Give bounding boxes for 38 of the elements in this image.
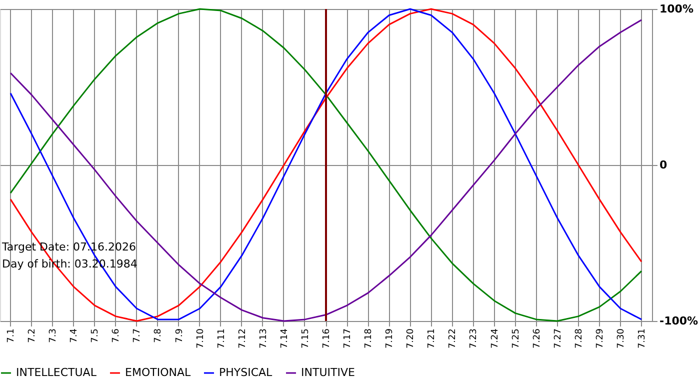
x-tick-label: 7.14 — [280, 328, 290, 349]
x-tick-label: 7.28 — [574, 328, 584, 349]
x-tick-label: 7.16 — [322, 328, 332, 349]
x-tick-label: 7.2 — [28, 328, 38, 343]
x-tick-label: 7.17 — [343, 328, 354, 349]
x-tick-label: 7.21 — [427, 328, 438, 349]
x-tick-label: 7.8 — [154, 328, 164, 343]
legend-label: INTELLECTUAL — [16, 366, 98, 379]
x-tick-label: 7.23 — [469, 328, 480, 349]
x-tick-label: 7.5 — [90, 328, 101, 343]
y-tick-label: 0 — [660, 158, 668, 172]
x-tick-label: 7.15 — [300, 328, 311, 349]
x-tick-label: 7.25 — [511, 328, 522, 349]
x-tick-label: 7.19 — [385, 328, 396, 349]
x-tick-label: 7.30 — [616, 328, 626, 349]
x-tick-label: 7.27 — [553, 328, 564, 349]
x-tick-label: 7.1 — [6, 328, 17, 343]
x-tick-label: 7.24 — [490, 328, 500, 349]
x-tick-label: 7.22 — [448, 328, 458, 349]
legend-label: EMOTIONAL — [125, 366, 192, 379]
x-tick-label: 7.12 — [238, 328, 248, 349]
y-tick-label: -100% — [660, 314, 698, 328]
x-tick-label: 7.31 — [637, 328, 648, 349]
x-tick-label: 7.18 — [364, 328, 374, 349]
x-tick-label: 7.10 — [196, 328, 206, 349]
x-tick-label: 7.26 — [532, 328, 542, 349]
x-tick-label: 7.20 — [406, 328, 416, 349]
x-tick-label: 7.13 — [258, 328, 269, 349]
legend-label: PHYSICAL — [219, 366, 274, 379]
x-tick-label: 7.29 — [595, 328, 606, 349]
x-tick-label: 7.11 — [216, 328, 227, 349]
legend-label: INTUITIVE — [301, 366, 355, 379]
x-tick-label: 7.6 — [112, 328, 122, 343]
x-tick-label: 7.7 — [132, 328, 143, 343]
x-tick-label: 7.4 — [70, 328, 80, 343]
x-tick-label: 7.3 — [48, 328, 59, 343]
y-tick-label: 100% — [660, 2, 694, 16]
x-tick-label: 7.9 — [174, 328, 185, 343]
